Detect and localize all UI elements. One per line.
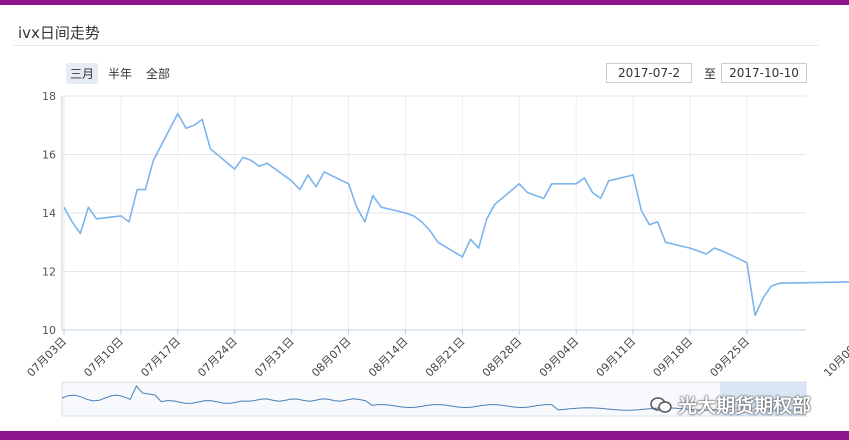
y-tick-label: 18 [42, 90, 56, 103]
x-tick-label: 07月17日 [138, 335, 183, 380]
x-tick-label: 07月31日 [252, 335, 297, 380]
x-tick-label: 09月04日 [537, 335, 582, 380]
navigator-selection[interactable] [720, 382, 806, 416]
navigator-panel[interactable] [61, 381, 807, 417]
x-tick-label: 09月11日 [594, 335, 639, 380]
range-button-3m[interactable]: 三月 [66, 63, 99, 84]
x-tick-label: 09月18日 [651, 335, 696, 380]
x-tick-label: 09月25日 [707, 335, 752, 380]
navigator-series-line [61, 385, 807, 411]
x-tick-label: 07月24日 [195, 335, 240, 380]
page-title: ivx日间走势 [18, 24, 100, 42]
range-selector: 三月 半年 全部 [66, 63, 174, 84]
watermark-text: 光大期货期权部 [678, 395, 812, 417]
y-tick-label: 14 [42, 207, 56, 220]
x-tick-label: 07月10日 [81, 335, 126, 380]
top-brand-bar [0, 0, 849, 5]
x-tick-label: 08月14日 [366, 335, 411, 380]
wechat-icon [650, 396, 672, 413]
title-divider [14, 45, 818, 46]
range-button-6m[interactable]: 半年 [108, 67, 133, 81]
watermark: 光大期货期权部 [650, 391, 811, 418]
x-tick-label: 08月07日 [309, 335, 354, 380]
bottom-brand-bar [0, 431, 849, 440]
x-tick-label: 10月09日 [821, 335, 849, 380]
date-range-separator: 至 [704, 67, 717, 81]
range-button-all[interactable]: 全部 [146, 67, 171, 81]
ivx-line-chart: 10 12 14 16 18 07月03日 07月10日 07月17日 07月24日 07月31日… [25, 90, 849, 417]
x-tick-label: 08月28日 [480, 335, 525, 380]
date-to-input[interactable]: 2017-10-10 [721, 63, 807, 83]
series-line-ivx [63, 112, 849, 317]
y-tick-label: 16 [42, 149, 56, 162]
y-tick-label: 12 [42, 266, 56, 279]
date-from-input[interactable]: 2017-07-2 [606, 63, 692, 83]
x-tick-label: 08月21日 [423, 335, 468, 380]
x-tick-label: 07月03日 [25, 335, 70, 380]
y-tick-label: 10 [42, 324, 56, 337]
